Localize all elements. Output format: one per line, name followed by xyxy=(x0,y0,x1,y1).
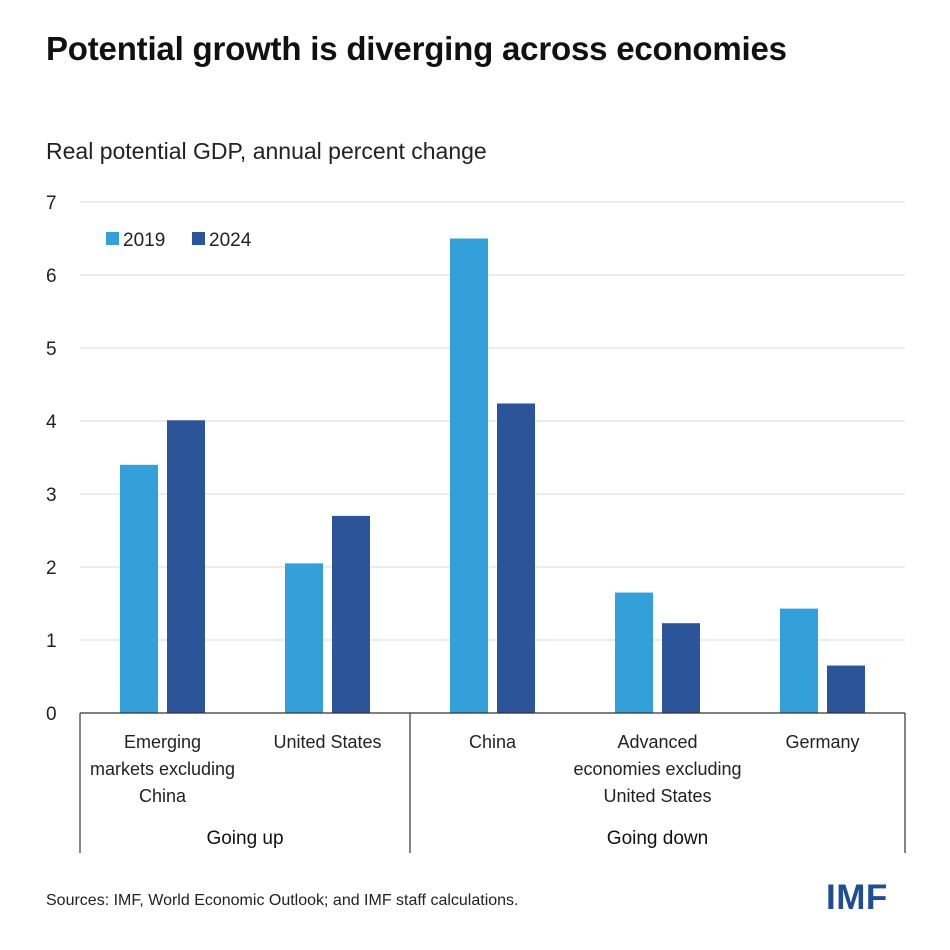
group-label: Going up xyxy=(206,828,283,849)
bar-2019 xyxy=(615,592,653,713)
legend-swatch-2024 xyxy=(192,232,205,245)
bar-2019 xyxy=(120,464,158,713)
category-label: China xyxy=(139,786,187,806)
legend-label: 2019 xyxy=(123,230,165,251)
category-label: Advanced xyxy=(617,732,697,752)
bar-2024 xyxy=(497,403,535,713)
chart-subtitle: Real potential GDP, annual percent chang… xyxy=(46,138,487,164)
bar-chart: 0 1 2 3 4 5 6 7 Emerging markets excluding China Un… xyxy=(46,193,906,853)
imf-logo: IMF xyxy=(826,878,888,917)
bar-2024 xyxy=(662,623,700,713)
y-tick-label: 5 xyxy=(46,339,57,360)
sources-note: Sources: IMF, World Economic Outlook; an… xyxy=(46,892,519,909)
y-tick-label: 0 xyxy=(46,704,57,725)
category-label: economies excluding xyxy=(573,759,741,779)
category-label: markets excluding xyxy=(90,759,235,779)
y-tick-label: 3 xyxy=(46,485,57,506)
bar-2024 xyxy=(332,515,370,713)
y-tick-label: 6 xyxy=(46,266,57,287)
y-tick-label: 4 xyxy=(46,412,57,433)
category-label: China xyxy=(469,732,517,752)
y-tick-label: 7 xyxy=(46,193,57,214)
chart-title: Potential growth is diverging across eco… xyxy=(46,30,787,67)
category-label: United States xyxy=(273,732,381,752)
y-tick-label: 2 xyxy=(46,558,57,579)
legend-label: 2024 xyxy=(209,230,252,251)
bar-2019 xyxy=(285,563,323,713)
category-label: United States xyxy=(603,786,711,806)
bar-2024 xyxy=(827,665,865,713)
bar-2019 xyxy=(450,238,488,713)
bar-2024 xyxy=(167,420,205,713)
group-label: Going down xyxy=(607,828,708,849)
y-tick-label: 1 xyxy=(46,631,57,652)
category-label: Emerging xyxy=(124,732,201,752)
category-label: Germany xyxy=(785,732,859,752)
legend-swatch-2019 xyxy=(106,232,119,245)
bar-2019 xyxy=(780,608,818,713)
